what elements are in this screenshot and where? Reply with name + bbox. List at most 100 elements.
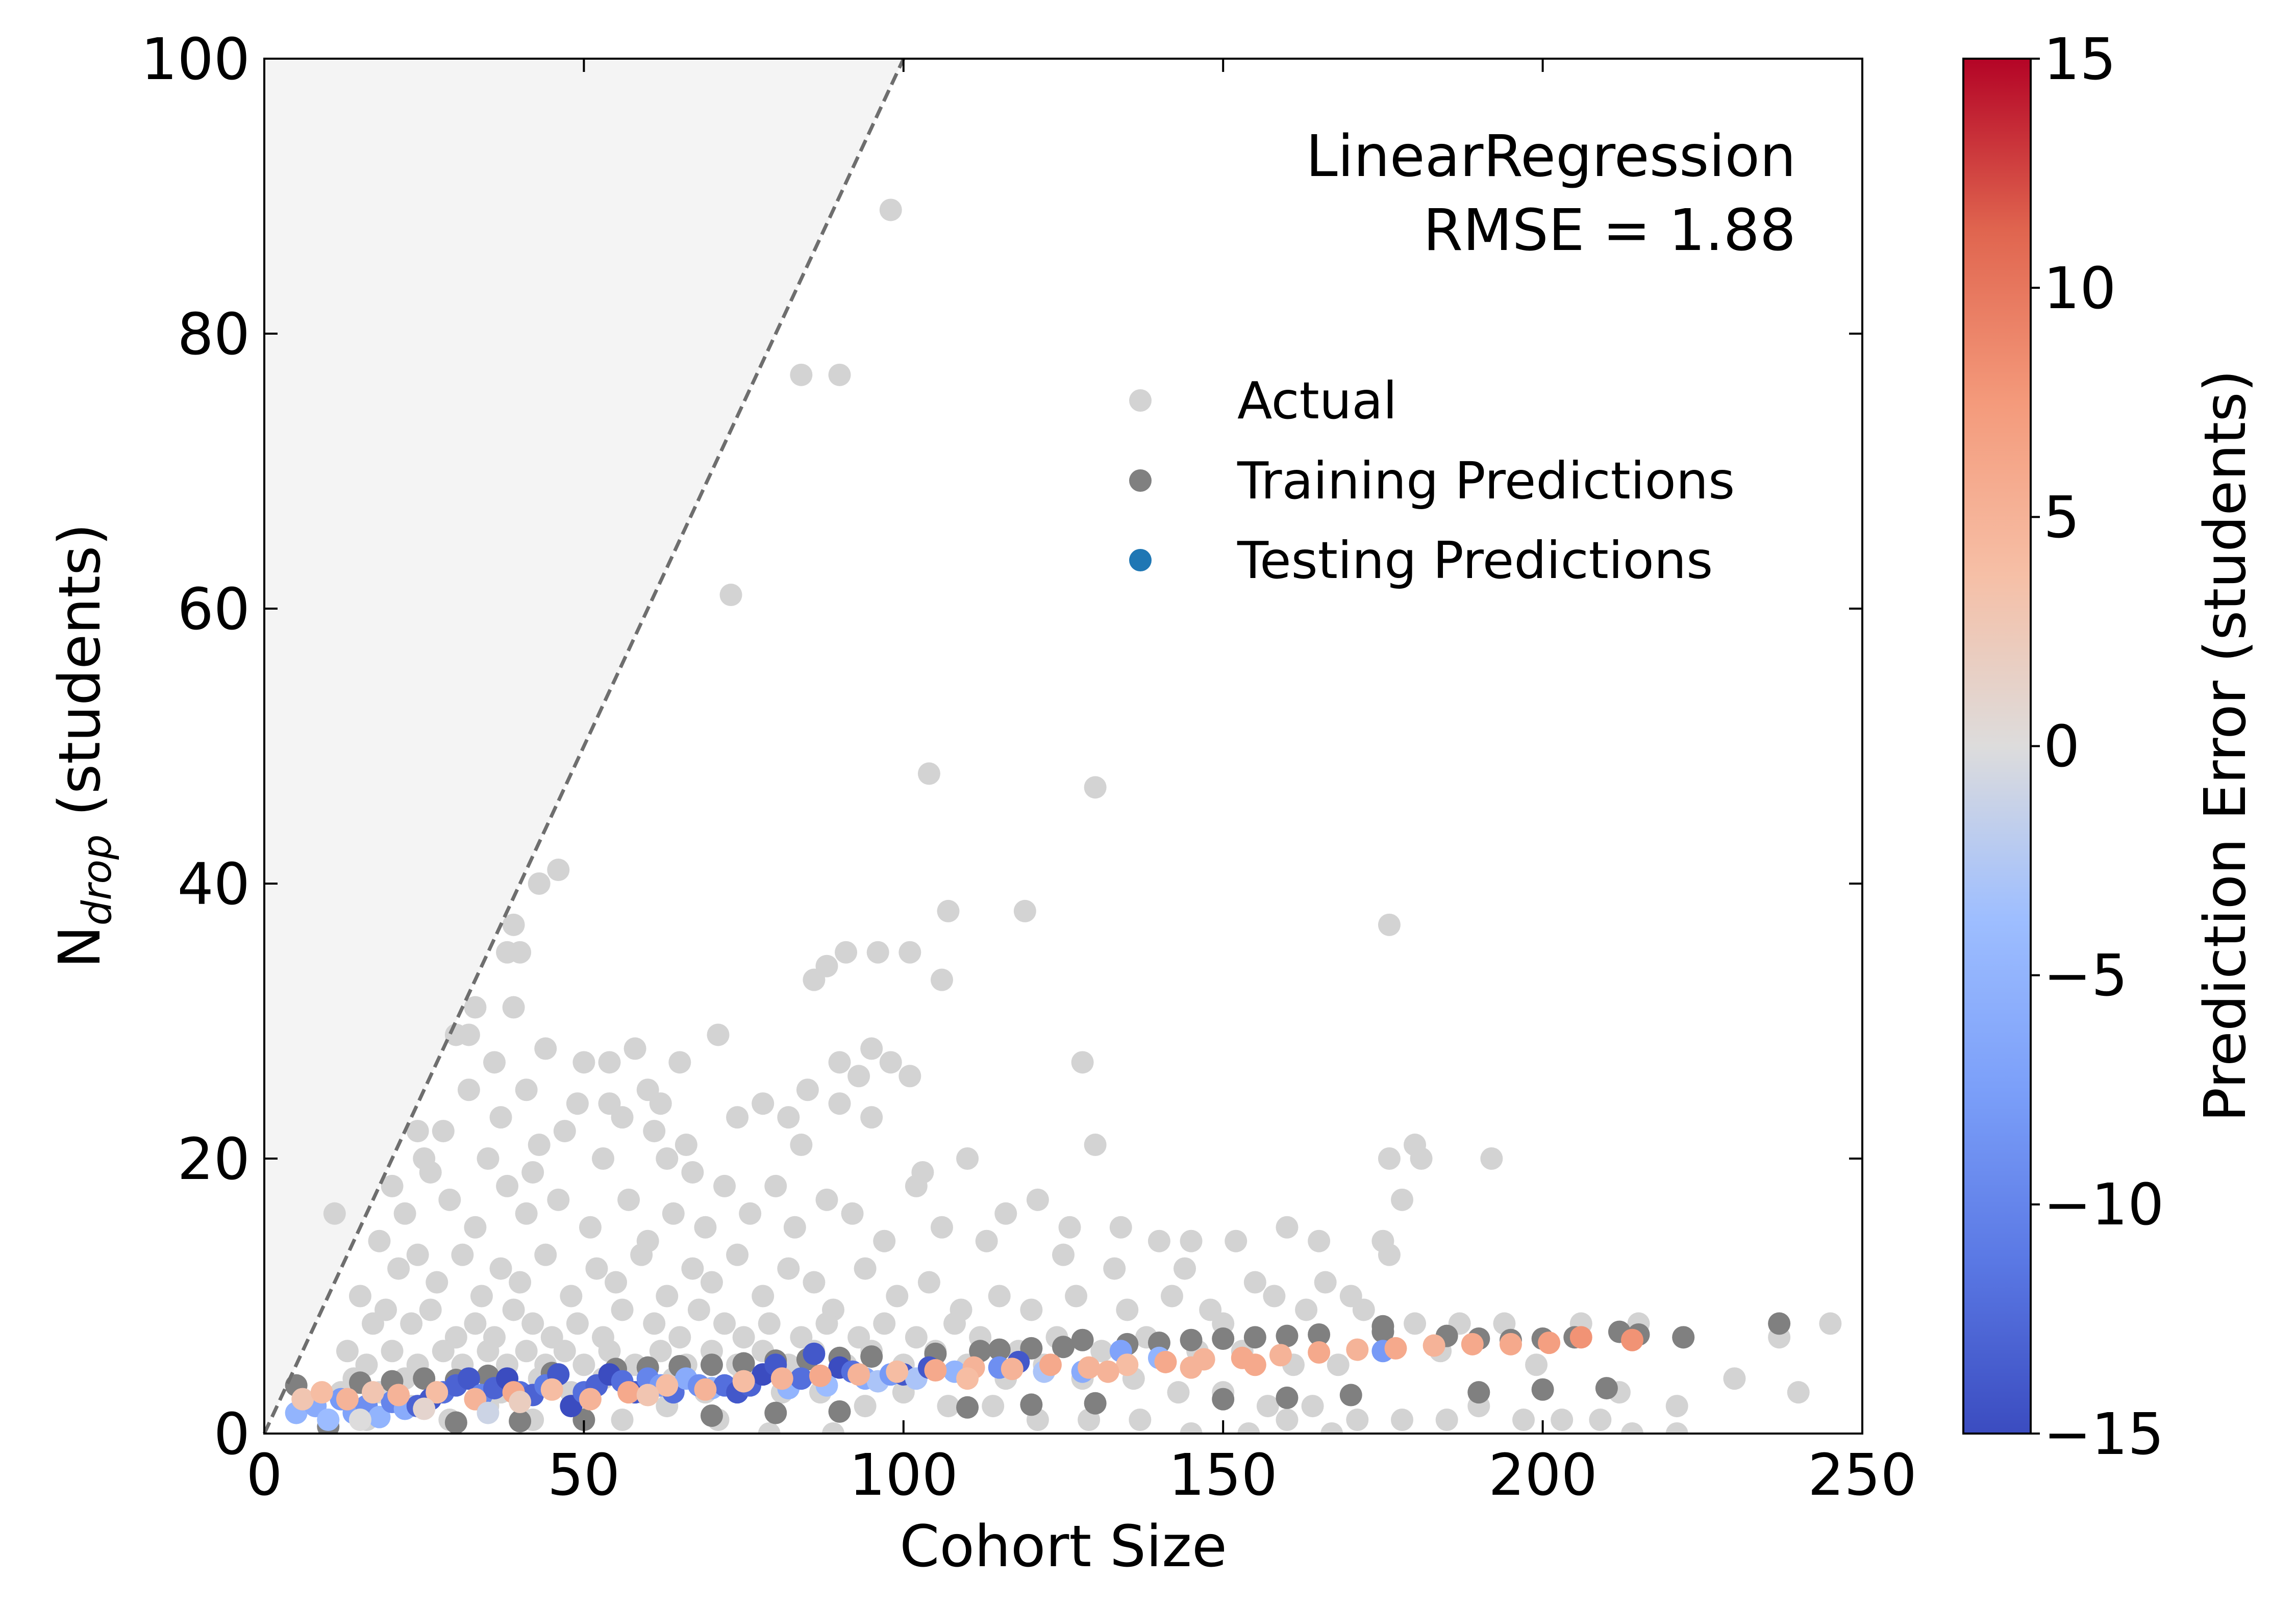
colorbar-ticks — [2031, 58, 2040, 1435]
colorbar-tick-label: −15 — [2043, 1401, 2164, 1468]
actual-point — [1243, 1271, 1266, 1294]
actual-point — [496, 1174, 519, 1197]
training-prediction-point — [700, 1353, 723, 1376]
actual-point — [1435, 1409, 1458, 1432]
training-prediction-point — [1531, 1378, 1554, 1401]
actual-point — [815, 1188, 838, 1211]
legend-label-actual: Actual — [1237, 371, 1397, 431]
testing-prediction-point — [803, 1342, 826, 1365]
actual-point — [1090, 1340, 1113, 1363]
actual-point — [752, 1092, 775, 1115]
actual-point — [1819, 1312, 1842, 1335]
testing-prediction-point — [1346, 1338, 1369, 1361]
actual-point — [1020, 1298, 1043, 1321]
actual-point — [1314, 1271, 1337, 1294]
testing-prediction-point — [1243, 1353, 1266, 1376]
actual-point — [1237, 1422, 1260, 1434]
training-prediction-point — [1308, 1323, 1331, 1346]
actual-point — [1084, 776, 1107, 799]
y-axis-title-main: N — [47, 925, 113, 968]
actual-point — [375, 1298, 397, 1321]
actual-point — [579, 1216, 602, 1239]
actual-point — [1346, 1409, 1369, 1432]
testing-prediction-point — [1569, 1326, 1592, 1349]
actual-point — [937, 899, 960, 922]
actual-point — [598, 1051, 621, 1074]
testing-prediction-point — [1384, 1337, 1407, 1360]
testing-prediction-point — [1422, 1334, 1445, 1357]
actual-point — [432, 1340, 455, 1363]
actual-point — [1160, 1285, 1183, 1308]
actual-point — [994, 1202, 1017, 1225]
testing-prediction-point — [310, 1381, 333, 1404]
colorbar-tick-label: −5 — [2043, 943, 2128, 1009]
actual-point — [1103, 1257, 1126, 1280]
actual-point — [988, 1285, 1011, 1308]
actual-point — [1352, 1298, 1375, 1321]
actual-point — [521, 1161, 544, 1184]
legend-marker-testing — [1129, 549, 1152, 571]
y-tick-label: 80 — [177, 302, 250, 368]
actual-point — [713, 1174, 736, 1197]
actual-point — [598, 1340, 621, 1363]
actual-point — [477, 1147, 500, 1170]
training-prediction-point — [509, 1410, 532, 1433]
actual-point — [1276, 1216, 1299, 1239]
actual-point — [656, 1285, 679, 1308]
actual-point — [521, 1312, 544, 1335]
colorbar-tick-label: −10 — [2043, 1172, 2164, 1238]
actual-point — [643, 1312, 666, 1335]
testing-prediction-point — [1116, 1353, 1139, 1376]
actual-point — [1225, 1229, 1247, 1252]
actual-point — [662, 1202, 685, 1225]
actual-point — [515, 1078, 538, 1101]
actual-point — [605, 1271, 628, 1294]
actual-point — [681, 1257, 704, 1280]
actual-point — [438, 1188, 461, 1211]
actual-point — [860, 1037, 883, 1060]
actual-point — [1378, 1243, 1401, 1266]
actual-point — [502, 1298, 525, 1321]
actual-point — [821, 1422, 844, 1434]
legend: Actual Training Predictions Testing Pred… — [1129, 371, 1735, 590]
actual-point — [381, 1340, 404, 1363]
testing-prediction-point — [387, 1384, 410, 1407]
actual-point — [483, 1051, 506, 1074]
x-tick-label: 200 — [1488, 1442, 1598, 1509]
testing-prediction-point — [291, 1388, 314, 1411]
actual-point — [1390, 1409, 1413, 1432]
actual-point — [930, 968, 953, 991]
training-prediction-point — [1084, 1392, 1107, 1415]
actual-point — [828, 1092, 851, 1115]
training-prediction-point — [1212, 1388, 1235, 1411]
y-tick-label: 0 — [214, 1401, 250, 1468]
actual-point — [796, 1078, 819, 1101]
actual-point — [937, 1395, 960, 1418]
colorbar-tick-label: 10 — [2043, 256, 2116, 322]
y-axis-title: Ndrop (students) — [47, 523, 120, 968]
testing-prediction-point — [361, 1381, 384, 1404]
actual-point — [1320, 1422, 1343, 1434]
actual-point — [1480, 1147, 1503, 1170]
actual-point — [752, 1285, 775, 1308]
actual-point — [432, 1120, 455, 1143]
actual-point — [1276, 1409, 1299, 1432]
training-prediction-point — [1180, 1328, 1203, 1351]
testing-prediction-point — [1308, 1341, 1331, 1364]
actual-point — [1551, 1409, 1574, 1432]
actual-point — [566, 1092, 589, 1115]
actual-point — [681, 1161, 704, 1184]
colorbar-tick-label: 5 — [2043, 485, 2080, 551]
actual-point — [515, 1340, 538, 1363]
actual-point — [547, 859, 570, 882]
actual-point — [323, 1202, 346, 1225]
actual-point — [509, 941, 532, 964]
actual-point — [553, 1340, 576, 1363]
actual-point — [643, 1120, 666, 1143]
actual-point — [419, 1298, 442, 1321]
actual-point — [803, 968, 826, 991]
testing-prediction-point — [368, 1405, 391, 1428]
training-prediction-point — [1768, 1312, 1791, 1335]
actual-point — [956, 1147, 979, 1170]
actual-point — [777, 1257, 800, 1280]
